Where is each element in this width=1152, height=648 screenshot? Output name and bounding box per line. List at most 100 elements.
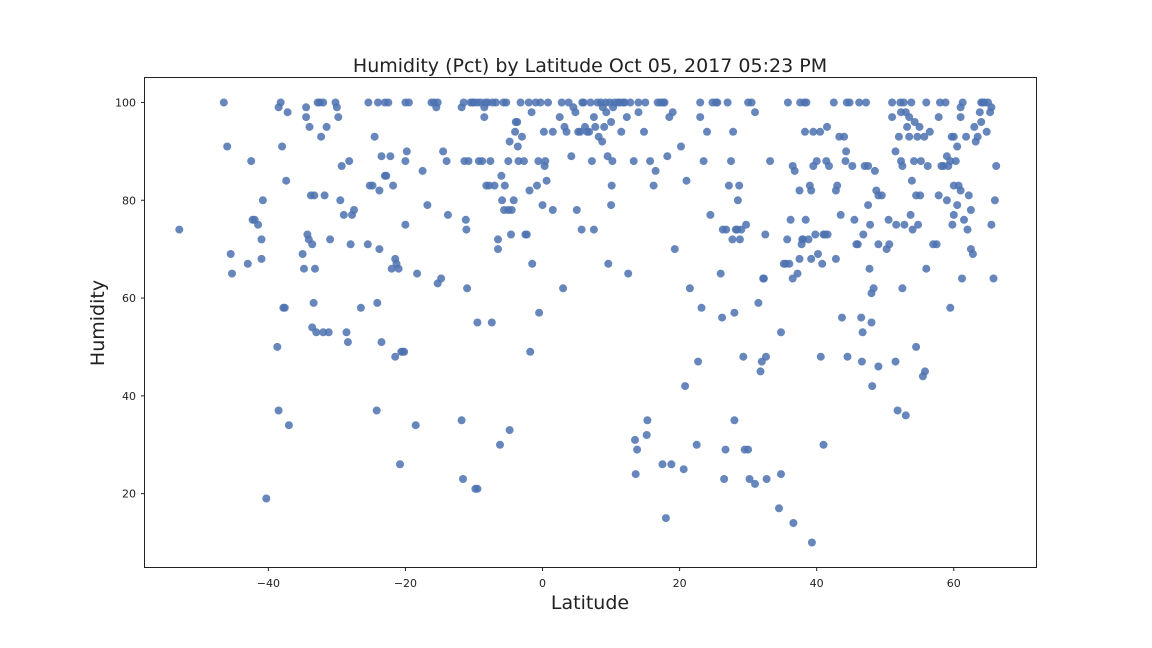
data-point xyxy=(956,186,965,195)
data-point xyxy=(953,201,962,210)
data-point xyxy=(400,347,409,356)
data-point xyxy=(544,98,552,107)
data-point xyxy=(859,230,868,239)
data-point xyxy=(727,157,735,166)
data-point xyxy=(557,98,566,107)
data-point xyxy=(567,152,576,161)
data-point xyxy=(223,142,232,151)
data-point xyxy=(966,206,975,214)
data-point xyxy=(838,313,846,322)
data-point xyxy=(257,254,266,263)
data-point xyxy=(737,225,746,234)
data-point xyxy=(762,352,770,361)
data-point xyxy=(946,303,955,312)
data-point xyxy=(948,220,957,229)
x-tick-label: 20 xyxy=(673,577,687,590)
data-point xyxy=(874,240,883,249)
data-point xyxy=(480,113,489,122)
data-point xyxy=(777,328,785,337)
data-point xyxy=(317,132,326,141)
data-point xyxy=(404,98,413,107)
data-point xyxy=(439,147,448,156)
points-layer xyxy=(175,98,1001,547)
data-point xyxy=(555,113,564,122)
x-axis: −40 −20 0 20 40 60 xyxy=(257,567,961,590)
data-point xyxy=(907,176,916,185)
data-point xyxy=(990,196,999,205)
data-point xyxy=(801,215,810,224)
data-point xyxy=(891,147,900,156)
data-point xyxy=(274,406,283,415)
data-point xyxy=(795,254,804,263)
data-point xyxy=(394,264,403,273)
data-point xyxy=(934,113,943,122)
data-point xyxy=(829,98,838,107)
data-point xyxy=(298,250,307,258)
data-point xyxy=(788,274,797,283)
data-point xyxy=(513,142,522,151)
data-point xyxy=(649,181,658,190)
data-point xyxy=(958,98,967,107)
data-point xyxy=(589,113,598,122)
y-tick-label: 60 xyxy=(122,292,136,305)
data-point xyxy=(490,181,499,190)
data-point xyxy=(539,127,548,136)
data-point xyxy=(703,127,711,136)
data-point xyxy=(682,176,691,185)
data-point xyxy=(514,157,523,166)
data-point xyxy=(377,338,386,347)
data-point xyxy=(502,98,511,107)
data-point xyxy=(322,122,331,131)
data-point xyxy=(538,201,547,210)
data-point xyxy=(516,98,525,107)
data-point xyxy=(761,230,770,239)
data-point xyxy=(312,328,321,337)
data-point xyxy=(802,98,811,107)
data-point xyxy=(799,235,807,244)
data-point xyxy=(848,162,857,170)
data-point xyxy=(535,308,544,317)
data-point xyxy=(898,284,907,293)
data-point xyxy=(572,206,581,214)
data-point xyxy=(504,157,513,166)
data-point xyxy=(631,470,640,479)
data-point xyxy=(747,98,756,107)
data-point xyxy=(396,460,404,469)
data-point xyxy=(311,264,319,273)
data-point xyxy=(228,269,236,278)
data-point xyxy=(934,191,943,200)
data-point xyxy=(622,113,631,122)
data-point xyxy=(795,186,804,195)
data-point xyxy=(617,127,626,136)
data-point xyxy=(525,186,534,195)
data-point xyxy=(869,284,878,293)
data-point xyxy=(386,152,395,161)
chart-title: Humidity (Pct) by Latitude Oct 05, 2017 … xyxy=(353,55,827,77)
data-point xyxy=(334,113,343,122)
data-point xyxy=(668,108,677,117)
data-point xyxy=(363,240,372,249)
data-point xyxy=(921,367,929,376)
data-point xyxy=(891,357,900,366)
data-point xyxy=(783,235,792,244)
data-point xyxy=(602,108,611,117)
data-point xyxy=(713,98,722,107)
data-point xyxy=(762,475,771,483)
data-point xyxy=(823,230,832,239)
data-point xyxy=(793,269,802,278)
data-point xyxy=(807,186,816,195)
data-point xyxy=(509,196,518,205)
data-point xyxy=(308,240,317,249)
data-point xyxy=(845,98,854,107)
data-point xyxy=(843,352,852,361)
data-point xyxy=(842,147,851,156)
data-point xyxy=(973,132,982,141)
data-point xyxy=(577,225,586,234)
data-point xyxy=(339,210,348,219)
data-point xyxy=(600,122,609,131)
data-point xyxy=(513,118,522,126)
x-tick-label: −20 xyxy=(394,577,417,590)
data-point xyxy=(387,264,396,273)
data-point xyxy=(507,230,515,239)
data-point xyxy=(219,98,228,107)
